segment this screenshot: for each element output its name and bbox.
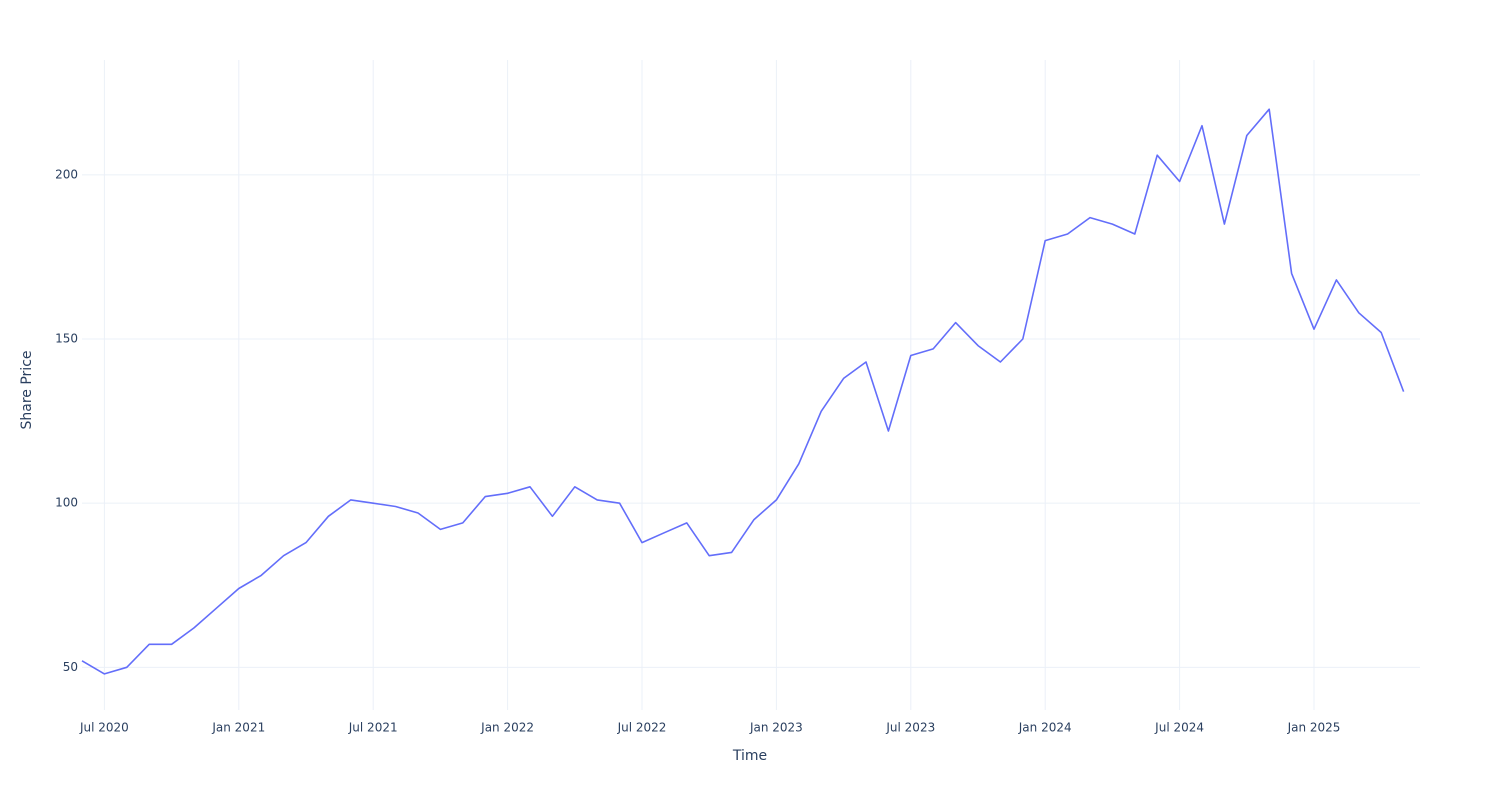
y-tick-label: 200 xyxy=(55,167,78,181)
x-tick-label: Jul 2020 xyxy=(79,721,129,735)
y-tick-label: 150 xyxy=(55,332,78,346)
x-axis-title: Time xyxy=(732,748,767,764)
grid xyxy=(82,60,1420,710)
x-tick-label: Jan 2022 xyxy=(480,721,534,735)
x-tick-label: Jan 2024 xyxy=(1018,721,1072,735)
x-tick-label: Jul 2023 xyxy=(885,721,935,735)
y-axis-title: Share Price xyxy=(19,350,35,429)
y-tick-label: 50 xyxy=(63,660,78,674)
x-tick-label: Jan 2023 xyxy=(749,721,803,735)
x-tick-label: Jul 2022 xyxy=(617,721,667,735)
x-tick-label: Jul 2021 xyxy=(348,721,398,735)
x-tick-label: Jan 2021 xyxy=(211,721,265,735)
price-line xyxy=(81,108,1405,675)
x-tick-label: Jul 2024 xyxy=(1154,721,1204,735)
x-tick-label: Jan 2025 xyxy=(1287,721,1341,735)
y-tick-label: 100 xyxy=(55,496,78,510)
